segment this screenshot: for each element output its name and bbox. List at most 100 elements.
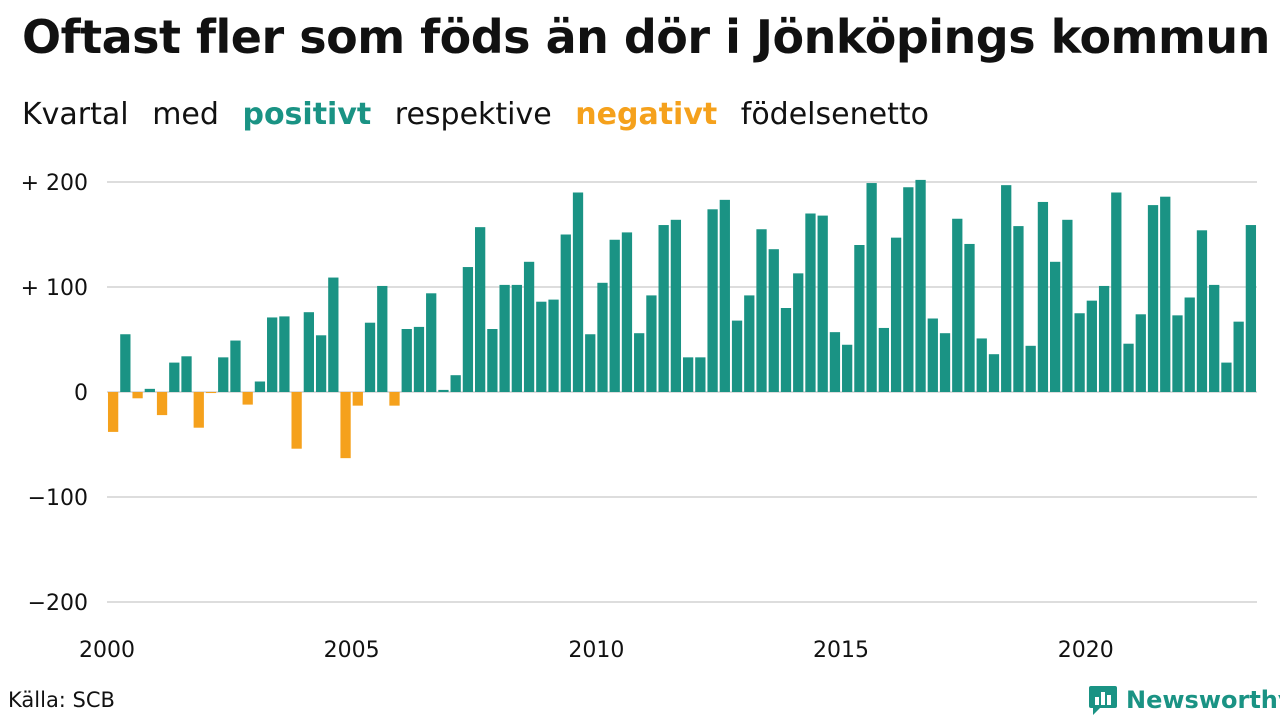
bar [475, 227, 486, 392]
bar [634, 333, 645, 392]
subtitle-word: med [152, 97, 219, 132]
bar [107, 392, 119, 432]
legend-negative: negativt [575, 97, 718, 132]
newsworthy-logo[interactable]: Newsworthy [1088, 684, 1280, 716]
bar [744, 295, 755, 392]
bar [682, 357, 694, 392]
bar [1147, 205, 1159, 392]
y-axis-labels: + 200 + 100 0 −100 −200 [21, 171, 88, 616]
bars [107, 179, 1257, 459]
chart-subtitle: Kvartal med positivt respektive negativt… [22, 97, 943, 132]
bar [279, 316, 290, 392]
newsworthy-logo-text: Newsworthy [1126, 686, 1280, 714]
chart-title: Oftast fler som föds än dör i Jönköpings… [22, 10, 1270, 64]
bar [927, 318, 938, 392]
bar [854, 245, 865, 392]
bar [560, 234, 571, 392]
bar [1172, 315, 1183, 392]
bar [731, 320, 743, 392]
bar [572, 192, 584, 392]
bar [939, 333, 951, 392]
bar [805, 213, 816, 392]
bar [585, 334, 596, 392]
bar [1135, 314, 1146, 392]
bar [315, 335, 327, 392]
bar [1111, 192, 1122, 392]
bar [254, 381, 266, 392]
legend-positive: positivt [242, 97, 372, 132]
bar [646, 295, 657, 392]
x-tick-label: 2015 [813, 638, 869, 663]
bar [597, 282, 608, 392]
newsworthy-logo-icon [1089, 686, 1117, 715]
bar [609, 239, 620, 392]
bar [340, 392, 351, 459]
bar [903, 187, 914, 392]
y-tick-label: −100 [28, 486, 88, 511]
bar [1245, 225, 1257, 392]
bar [1074, 313, 1085, 392]
bar [120, 334, 131, 392]
bar [621, 232, 633, 392]
bar [1196, 230, 1208, 392]
subtitle-word: Kvartal [22, 97, 129, 132]
bar [1050, 261, 1061, 392]
bar [964, 243, 975, 392]
x-tick-label: 2020 [1058, 638, 1114, 663]
bar [1209, 284, 1220, 392]
bar [915, 179, 926, 392]
bar [1221, 362, 1232, 392]
source-note: Källa: SCB [8, 688, 115, 712]
bar [1013, 226, 1024, 392]
bar [205, 392, 217, 394]
bar [1025, 345, 1036, 392]
bar [303, 312, 314, 392]
y-tick-label: 0 [74, 381, 88, 406]
bar [780, 308, 792, 392]
bar [218, 357, 229, 392]
bar [389, 392, 400, 406]
subtitle-word: födelsenetto [740, 97, 929, 132]
bar [352, 392, 363, 406]
bar [658, 225, 669, 392]
bar [193, 392, 204, 428]
bar [438, 389, 449, 392]
bar [364, 322, 376, 392]
bar [952, 218, 963, 392]
bar [523, 261, 535, 392]
bar [1037, 201, 1049, 392]
bar [511, 284, 522, 392]
subtitle-word: respektive [394, 97, 552, 132]
y-tick-label: −200 [28, 591, 88, 616]
bar [291, 392, 302, 449]
bar [156, 392, 168, 416]
bar [132, 392, 143, 399]
bar [242, 392, 253, 405]
bar [756, 229, 767, 392]
bar [890, 237, 902, 392]
x-axis-labels: 2000 2005 2010 2015 2020 [79, 638, 1114, 663]
bar [536, 301, 547, 392]
bar [401, 329, 412, 392]
bar [377, 285, 388, 392]
bar [1184, 297, 1195, 392]
x-tick-label: 2000 [79, 638, 135, 663]
bar [487, 329, 498, 392]
bar [169, 362, 180, 392]
bar [1062, 219, 1073, 392]
bar [670, 219, 682, 392]
bar [1233, 321, 1244, 392]
bar [230, 340, 241, 392]
bar [878, 327, 889, 392]
bar [1098, 285, 1110, 392]
bar [267, 317, 278, 392]
bar [1086, 300, 1097, 392]
bar [817, 215, 828, 392]
x-tick-label: 2010 [568, 638, 624, 663]
bar [450, 375, 461, 392]
bar [181, 356, 192, 392]
y-tick-label: + 100 [21, 276, 88, 301]
bar [1001, 185, 1012, 392]
bar [793, 273, 804, 392]
bar [328, 277, 339, 392]
